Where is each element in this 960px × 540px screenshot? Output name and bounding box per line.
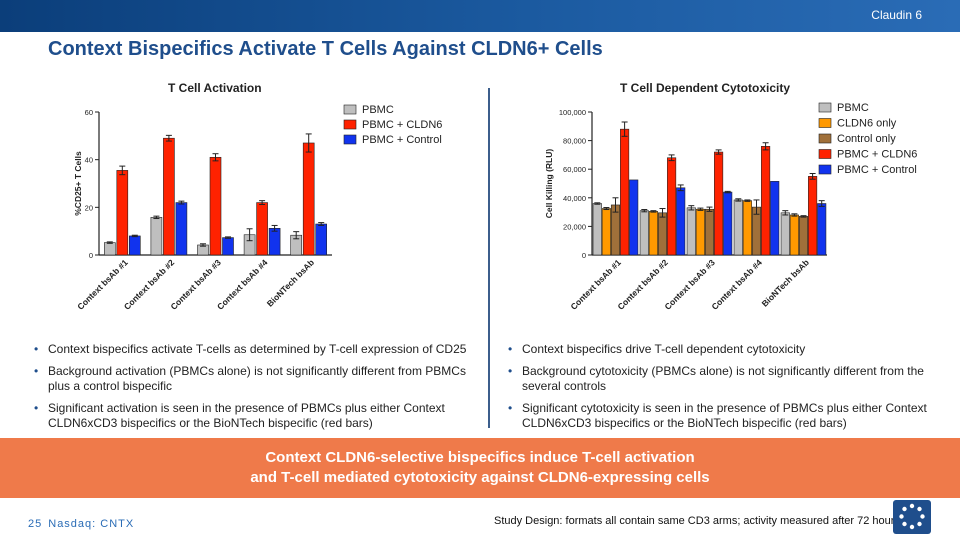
x-tick-label: Context bsAb #4: [709, 257, 764, 312]
bar: [116, 170, 129, 256]
chart-title-cytotoxicity: T Cell Dependent Cytotoxicity: [620, 81, 791, 95]
legend-swatch: [343, 104, 357, 115]
y-tick-label: 60,000: [563, 165, 586, 174]
left-bullet-item: Context bispecifics activate T-cells as …: [34, 342, 474, 357]
bar: [789, 214, 799, 256]
legend-label: PBMC: [837, 102, 869, 114]
x-tick-label: Context bsAb #4: [215, 257, 270, 312]
y-tick-label: 40: [85, 156, 93, 165]
logo-ring-icon: [899, 503, 925, 530]
right-bullet-item: Background cytotoxicity (PBMCs alone) is…: [508, 364, 933, 394]
bar: [104, 242, 116, 256]
legend-swatch: [818, 164, 832, 175]
bar: [629, 179, 639, 256]
legend-label: PBMC + CLDN6: [837, 149, 917, 161]
y-tick-label: 40,000: [563, 194, 586, 203]
bar: [714, 151, 724, 256]
bar: [209, 156, 222, 256]
study-design-note: Study Design: formats all contain same C…: [494, 515, 900, 527]
bar: [601, 208, 611, 256]
bar: [639, 210, 649, 256]
bar: [770, 181, 780, 256]
bar: [686, 207, 696, 256]
bar: [676, 187, 686, 256]
left-bullet-item: Significant activation is seen in the pr…: [34, 401, 474, 431]
summary-banner: Context CLDN6-selective bispecifics indu…: [0, 438, 960, 498]
y-tick-label: 60: [85, 108, 93, 117]
right-bullet-list: Context bispecifics drive T-cell depende…: [508, 342, 933, 438]
page-title: Context Bispecifics Activate T Cells Aga…: [48, 38, 603, 60]
legend-swatch: [818, 118, 832, 128]
bar: [175, 202, 188, 256]
bar: [163, 137, 175, 256]
bar: [733, 199, 743, 256]
bar: [657, 212, 668, 256]
y-tick-label: 20,000: [563, 222, 586, 231]
column-divider: [488, 88, 490, 428]
chart-1-group: 0 20,000 40,000 60,000 80,000 100,000 Cell Kil…: [544, 102, 917, 312]
legend-swatch: [818, 149, 832, 159]
bar: [129, 235, 141, 256]
bar: [704, 208, 715, 256]
x-tick-label: BioNTech bsAb: [265, 257, 316, 308]
bar: [256, 202, 268, 256]
right-bullet-item: Context bispecifics drive T-cell depende…: [508, 342, 933, 357]
bar: [315, 223, 328, 256]
bar: [648, 211, 658, 256]
bar: [780, 212, 790, 256]
bar: [620, 128, 630, 256]
banner-line-1: Context CLDN6-selective bispecifics indu…: [265, 449, 695, 466]
bar: [302, 142, 315, 256]
bar: [808, 176, 818, 256]
y-tick-label: 80,000: [563, 137, 586, 146]
legend-label: PBMC: [362, 104, 394, 116]
bar: [222, 237, 234, 256]
bar: [742, 200, 752, 256]
y-tick-label: 100,000: [559, 108, 586, 117]
y-axis-label: %CD25+ T Cells: [73, 151, 83, 216]
legend-swatch: [818, 133, 832, 144]
y-tick-label: 0: [582, 251, 586, 260]
left-bullet-item: Background activation (PBMCs alone) is n…: [34, 364, 474, 394]
footer: 25 Nasdaq: CNTX: [28, 518, 134, 530]
right-bullet-item: Significant cytotoxicity is seen in the …: [508, 401, 933, 431]
company-logo: [893, 500, 931, 534]
legend-label: PBMC + Control: [362, 134, 442, 146]
y-tick-label: 20: [85, 203, 93, 212]
bar: [592, 203, 602, 256]
y-tick-label: 0: [89, 251, 93, 260]
banner-line-2: and T-cell mediated cytotoxicity against…: [250, 469, 710, 486]
chart-title-activation: T Cell Activation: [168, 81, 262, 95]
bar: [150, 217, 163, 256]
legend-swatch: [818, 102, 832, 113]
x-tick-label: BioNTech bsAb: [760, 257, 811, 308]
bar: [817, 203, 827, 256]
ticker: Nasdaq: CNTX: [48, 518, 135, 530]
x-tick-label: Context bsAb #3: [662, 257, 717, 312]
bar: [268, 228, 281, 256]
bar: [667, 157, 677, 256]
bar: [798, 216, 809, 256]
legend-label: Control only: [837, 133, 896, 145]
bar: [695, 208, 705, 256]
legend-label: CLDN6 only: [837, 118, 897, 130]
section-tag: Claudin 6: [871, 8, 922, 22]
bar: [761, 146, 771, 256]
page-number: 25: [28, 518, 43, 530]
top-bar: Claudin 6: [0, 0, 960, 32]
x-tick-label: Context bsAb #1: [568, 257, 623, 312]
left-bullet-list: Context bispecifics activate T-cells as …: [34, 342, 474, 438]
legend-label: PBMC + Control: [837, 164, 917, 176]
bar: [723, 191, 733, 256]
y-axis-label: Cell Killing (RLU): [544, 149, 554, 219]
legend-label: PBMC + CLDN6: [362, 119, 442, 131]
legend-swatch: [343, 119, 357, 130]
x-tick-label: Context bsAb #2: [615, 257, 670, 312]
legend-swatch: [343, 134, 357, 145]
